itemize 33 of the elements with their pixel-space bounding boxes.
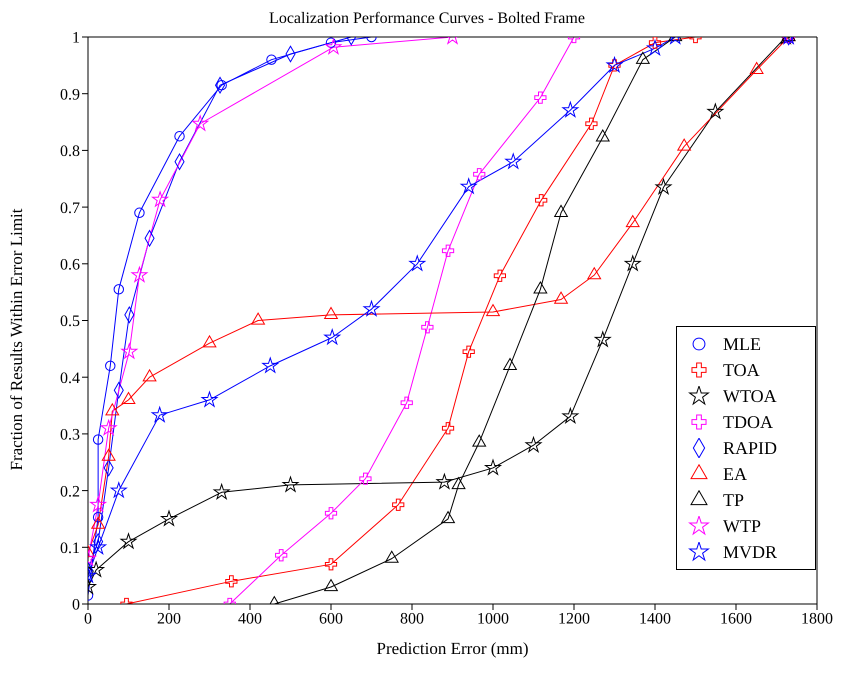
y-tick-label: 0.3 bbox=[60, 426, 80, 444]
legend-label: MLE bbox=[723, 333, 761, 356]
chart-title: Localization Performance Curves - Bolted Frame bbox=[268, 10, 586, 28]
x-tick-label: 600 bbox=[319, 610, 343, 628]
y-tick-label: 0.4 bbox=[60, 370, 80, 387]
legend-label: WTOA bbox=[723, 385, 777, 408]
legend-label: MVDR bbox=[723, 541, 778, 564]
x-tick-label: 1000 bbox=[477, 610, 509, 628]
y-tick-label: 0.7 bbox=[60, 200, 80, 217]
y-tick-label: 0 bbox=[72, 596, 80, 614]
x-tick-label: 200 bbox=[157, 610, 181, 628]
x-tick-label: 1600 bbox=[720, 610, 752, 628]
y-tick-label: 0.2 bbox=[60, 483, 80, 500]
y-tick-label: 0.8 bbox=[60, 143, 80, 160]
y-axis-title: Fraction of Results Within Error Limit bbox=[7, 208, 26, 470]
legend-label: TDOA bbox=[723, 411, 773, 434]
y-tick-label: 0.1 bbox=[60, 540, 80, 557]
y-tick-label: 0.9 bbox=[60, 86, 80, 104]
legend-label: TOA bbox=[723, 359, 760, 382]
legend-label: WTP bbox=[723, 515, 761, 538]
legend-label: TP bbox=[723, 489, 744, 512]
x-axis-title: Prediction Error (mm) bbox=[376, 639, 529, 658]
x-tick-label: 0 bbox=[84, 610, 92, 628]
legend-label: EA bbox=[723, 463, 747, 486]
legend-label: RAPID bbox=[723, 437, 778, 460]
y-tick-label: 0.6 bbox=[60, 256, 80, 274]
y-tick-label: 0.5 bbox=[60, 313, 80, 330]
x-tick-label: 1800 bbox=[801, 610, 833, 628]
y-tick-label: 1 bbox=[72, 30, 80, 47]
x-tick-label: 1200 bbox=[558, 610, 590, 628]
x-tick-label: 400 bbox=[238, 610, 262, 628]
x-tick-label: 800 bbox=[400, 610, 424, 628]
x-tick-label: 1400 bbox=[639, 610, 671, 628]
